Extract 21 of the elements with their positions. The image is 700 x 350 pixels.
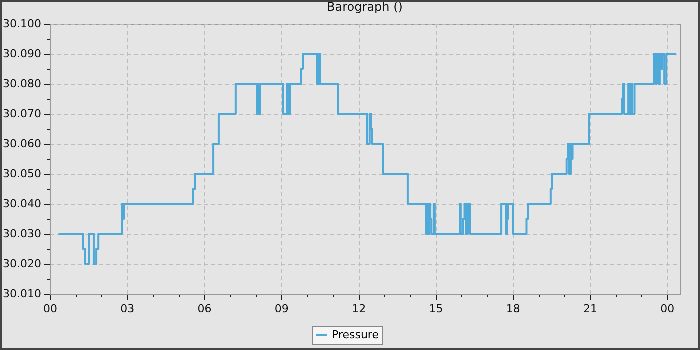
chart-title: Barograph () xyxy=(327,0,403,14)
y-tick-label: 30.090 xyxy=(3,48,42,60)
y-tick-label: 30.100 xyxy=(3,18,42,30)
x-tick-label: 12 xyxy=(352,302,366,316)
x-tick-label: 09 xyxy=(274,302,289,316)
x-tick-label: 03 xyxy=(120,302,135,316)
x-tick-label: 21 xyxy=(584,302,598,316)
y-tick-label: 30.040 xyxy=(3,198,42,210)
x-tick-label: 00 xyxy=(44,302,58,316)
y-tick-label: 30.070 xyxy=(3,108,42,120)
y-tick-label: 30.010 xyxy=(3,288,42,300)
y-tick-label: 30.020 xyxy=(3,258,42,270)
y-tick-label: 30.080 xyxy=(3,78,42,90)
x-tick-label: 00 xyxy=(660,302,675,316)
y-tick-label: 30.050 xyxy=(3,168,42,180)
legend-label: Pressure xyxy=(332,328,380,342)
x-tick-label: 18 xyxy=(506,302,520,316)
y-tick-label: 30.030 xyxy=(3,228,42,240)
x-tick-label: 15 xyxy=(429,302,444,316)
x-tick-label: 06 xyxy=(198,302,212,316)
y-tick-label: 30.060 xyxy=(3,138,42,150)
